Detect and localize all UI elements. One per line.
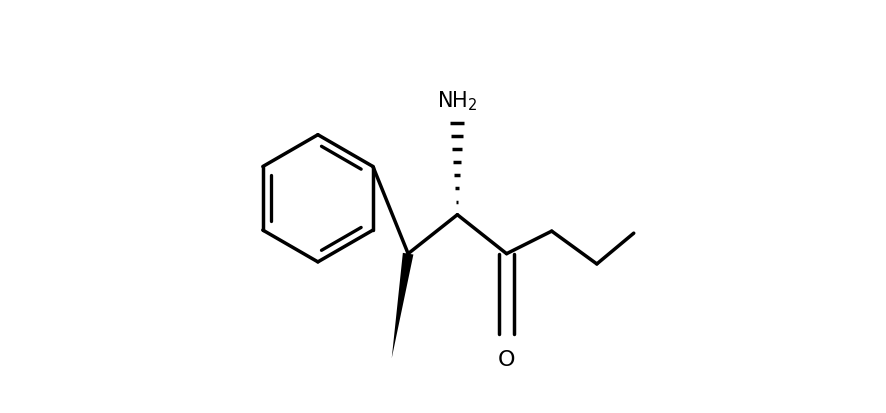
Polygon shape — [392, 253, 414, 358]
Text: O: O — [498, 350, 516, 370]
Text: NH$_2$: NH$_2$ — [437, 90, 478, 113]
